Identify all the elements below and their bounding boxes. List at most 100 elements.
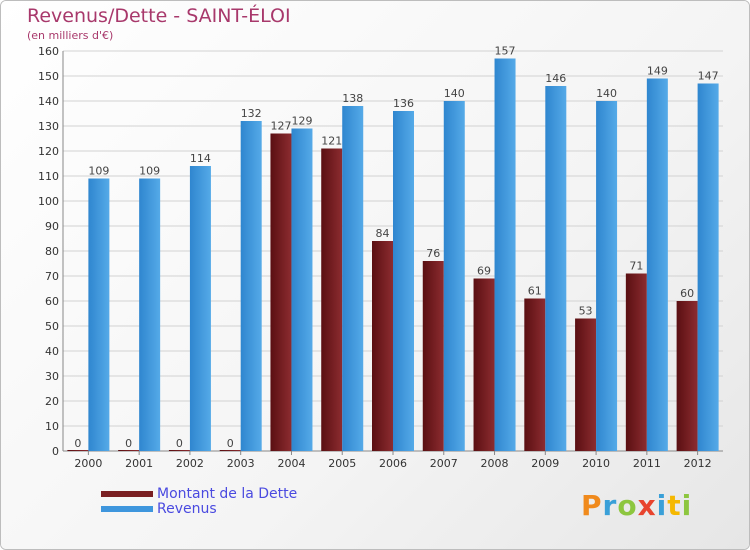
bar-revenus: [240, 121, 262, 451]
data-label-revenus: 149: [647, 65, 668, 78]
legend-swatch-dette: [101, 491, 153, 497]
bar-revenus: [443, 101, 465, 451]
bar-revenus: [697, 83, 719, 451]
bar-revenus: [139, 178, 161, 451]
logo-letter: o: [617, 489, 638, 522]
data-label-dette: 0: [125, 437, 132, 450]
chart-subtitle: (en milliers d'€): [27, 29, 114, 42]
y-tick-label: 120: [38, 145, 59, 158]
y-tick-label: 110: [38, 170, 59, 183]
y-tick-label: 20: [45, 395, 59, 408]
y-tick-label: 80: [45, 245, 59, 258]
legend-label-revenus: Revenus: [157, 501, 217, 517]
legend-item-revenus: Revenus: [101, 502, 341, 518]
data-label-dette: 53: [579, 305, 593, 318]
y-tick-label: 30: [45, 370, 59, 383]
data-label-dette: 0: [74, 437, 81, 450]
y-tick-label: 140: [38, 95, 59, 108]
data-label-revenus: 140: [444, 87, 465, 100]
bar-dette: [575, 318, 597, 451]
x-tick-label: 2007: [430, 457, 458, 470]
bar-revenus: [393, 111, 414, 451]
logo-letter: t: [667, 489, 682, 522]
data-label-dette: 60: [680, 287, 694, 300]
y-tick-label: 70: [45, 270, 59, 283]
legend-label-dette: Montant de la Dette: [157, 486, 298, 502]
logo-letter: i: [656, 489, 668, 522]
data-label-revenus: 138: [342, 92, 363, 105]
y-tick-label: 50: [45, 320, 59, 333]
data-label-revenus: 109: [88, 165, 109, 178]
proxiti-logo: Proxiti: [581, 489, 692, 522]
x-tick-label: 2011: [633, 457, 661, 470]
data-label-dette: 127: [270, 120, 291, 133]
y-tick-label: 90: [45, 220, 59, 233]
data-label-dette: 71: [629, 260, 643, 273]
bar-revenus: [646, 78, 668, 451]
logo-letter: r: [602, 489, 618, 522]
bar-dette: [67, 450, 89, 451]
bar-dette: [422, 261, 444, 451]
x-tick-label: 2000: [74, 457, 102, 470]
y-tick-label: 60: [45, 295, 59, 308]
logo-letter: x: [637, 489, 657, 522]
data-label-dette: 0: [227, 437, 234, 450]
bar-dette: [473, 278, 495, 451]
data-label-revenus: 147: [698, 70, 719, 83]
bar-dette: [219, 450, 241, 451]
x-tick-label: 2004: [277, 457, 305, 470]
x-tick-label: 2008: [481, 457, 509, 470]
x-tick-label: 2009: [531, 457, 559, 470]
data-label-dette: 84: [376, 227, 390, 240]
bar-dette: [168, 450, 190, 451]
y-tick-label: 160: [38, 45, 59, 58]
bar-dette: [270, 133, 292, 451]
bar-revenus: [189, 166, 211, 451]
legend-item-dette: Montant de la Dette: [101, 487, 341, 503]
y-tick-label: 130: [38, 120, 59, 133]
data-label-revenus: 157: [495, 45, 516, 58]
x-tick-label: 2005: [328, 457, 356, 470]
x-tick-label: 2006: [379, 457, 407, 470]
logo-letter: P: [581, 489, 603, 522]
bar-dette: [321, 148, 343, 451]
bar-dette: [625, 273, 647, 451]
logo-letter: i: [681, 489, 693, 522]
data-label-revenus: 146: [545, 72, 566, 85]
data-label-revenus: 140: [596, 87, 617, 100]
y-tick-label: 10: [45, 420, 59, 433]
bar-revenus: [545, 86, 567, 451]
bar-dette: [118, 450, 140, 451]
bar-revenus: [494, 58, 516, 451]
bar-revenus: [88, 178, 110, 451]
y-tick-label: 40: [45, 345, 59, 358]
y-tick-label: 150: [38, 70, 59, 83]
bar-dette: [676, 301, 698, 451]
data-label-dette: 61: [528, 285, 542, 298]
x-tick-label: 2002: [176, 457, 204, 470]
legend-swatch-revenus: [101, 506, 153, 512]
x-tick-label: 2003: [227, 457, 255, 470]
y-tick-label: 0: [52, 445, 59, 458]
x-tick-label: 2001: [125, 457, 153, 470]
y-tick-label: 100: [38, 195, 59, 208]
chart-title: Revenus/Dette - SAINT-ÉLOI: [27, 5, 291, 27]
x-tick-label: 2012: [684, 457, 712, 470]
bar-revenus: [596, 101, 618, 451]
bar-dette: [524, 298, 546, 451]
bar-revenus: [291, 128, 313, 451]
data-label-revenus: 129: [291, 115, 312, 128]
data-label-revenus: 114: [190, 152, 211, 165]
bar-dette: [372, 241, 393, 451]
data-label-revenus: 109: [139, 165, 160, 178]
data-label-dette: 0: [176, 437, 183, 450]
data-label-dette: 121: [321, 135, 342, 148]
data-label-dette: 69: [477, 265, 491, 278]
data-label-revenus: 132: [241, 107, 262, 120]
bar-revenus: [342, 106, 364, 451]
data-label-dette: 76: [426, 247, 440, 260]
data-label-revenus: 136: [393, 97, 414, 110]
x-tick-label: 2010: [582, 457, 610, 470]
